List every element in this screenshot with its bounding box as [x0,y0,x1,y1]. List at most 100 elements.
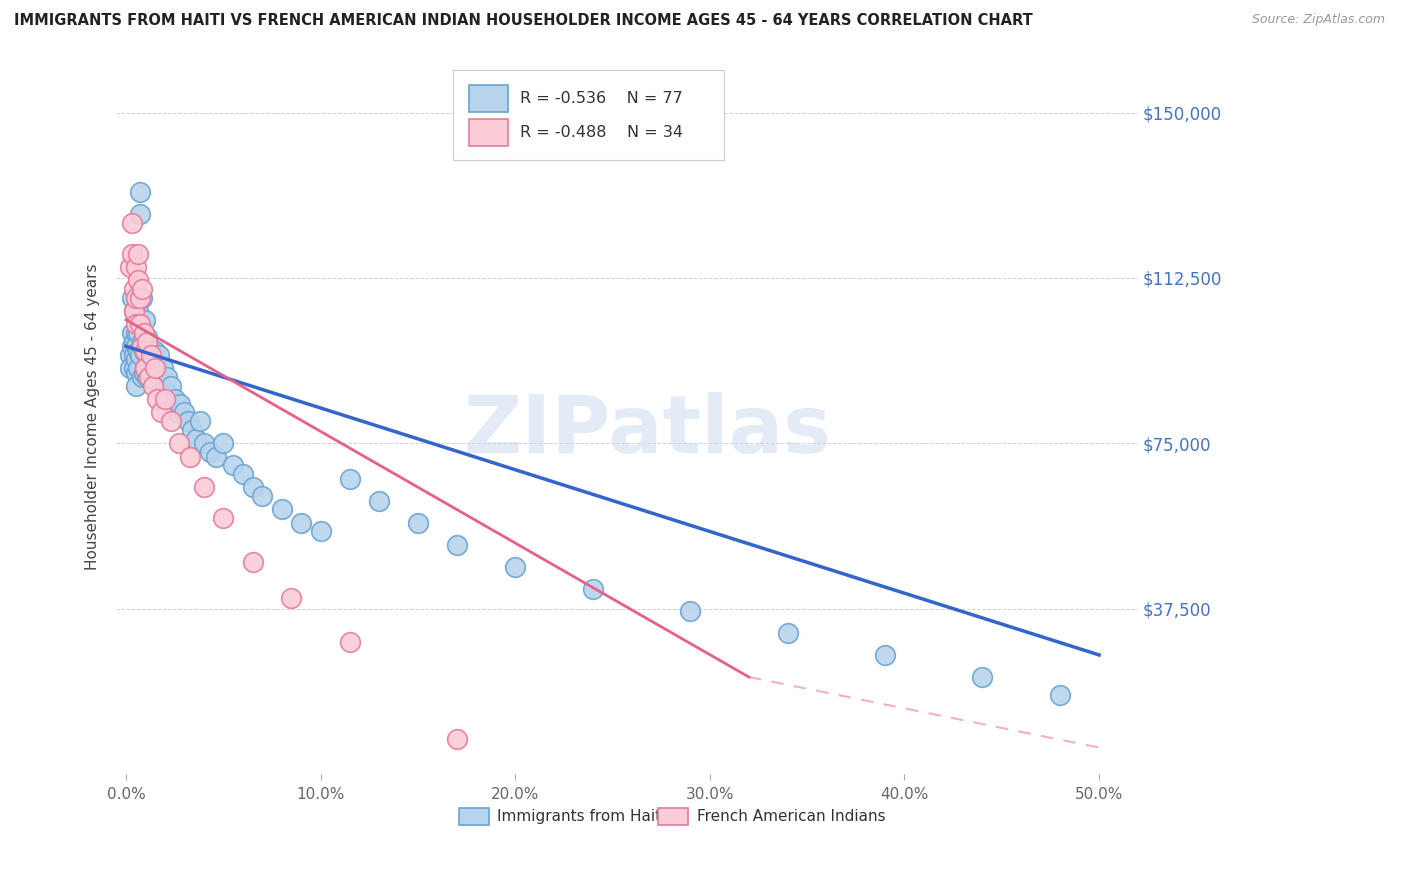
Point [125,260,148,274]
Point [150,379,173,393]
Point [122,282,145,296]
Point [127,273,149,287]
Point [138,357,160,371]
Point [122,334,145,349]
Point [142,357,165,371]
Point [148,348,170,362]
Point [212,436,235,450]
Text: Immigrants from Haiti: Immigrants from Haiti [498,809,666,823]
Point [121,246,143,260]
Point [127,304,149,318]
Point [125,366,148,380]
Point [122,304,145,318]
Point [146,392,169,407]
Point [280,591,302,605]
Point [143,343,166,358]
Point [503,559,526,574]
Point [118,348,141,362]
Point [153,384,176,398]
Point [150,405,173,419]
Point [167,436,190,450]
Point [339,634,361,648]
Point [132,343,155,358]
Point [125,339,148,353]
Point [122,348,145,362]
Point [127,343,149,358]
Point [242,555,264,569]
Point [118,361,141,376]
Point [141,348,163,362]
Point [193,436,215,450]
Point [131,339,153,353]
Point [121,326,143,340]
Point [143,361,166,376]
Point [232,467,254,482]
Point [143,375,166,389]
Point [132,366,155,380]
Point [159,414,181,428]
Point [198,445,221,459]
Point [156,370,179,384]
FancyBboxPatch shape [468,119,508,146]
Point [134,361,156,376]
Point [128,291,150,305]
Text: R = -0.488    N = 34: R = -0.488 N = 34 [520,125,683,140]
Point [128,348,150,362]
Point [446,538,468,552]
Text: IMMIGRANTS FROM HAITI VS FRENCH AMERICAN INDIAN HOUSEHOLDER INCOME AGES 45 - 64 : IMMIGRANTS FROM HAITI VS FRENCH AMERICAN… [14,13,1033,29]
Point [163,392,186,407]
Point [128,317,150,331]
Point [121,291,143,305]
Point [406,516,429,530]
FancyBboxPatch shape [458,807,489,825]
Point [290,516,312,530]
Text: Source: ZipAtlas.com: Source: ZipAtlas.com [1251,13,1385,27]
Point [188,414,211,428]
Point [339,471,361,485]
Point [121,339,143,353]
Point [138,370,160,384]
Y-axis label: Householder Income Ages 45 - 64 years: Householder Income Ages 45 - 64 years [86,263,100,570]
Point [125,326,148,340]
Point [309,524,332,539]
Point [127,361,149,376]
Point [146,361,169,376]
Point [679,604,702,618]
Point [127,326,149,340]
Point [252,489,274,503]
Text: French American Indians: French American Indians [696,809,886,823]
Point [142,379,165,393]
Point [152,361,174,376]
Point [212,511,235,525]
Point [141,348,163,362]
Point [159,379,181,393]
Point [134,339,156,353]
Point [136,348,159,362]
Point [118,260,141,274]
FancyBboxPatch shape [658,807,689,825]
Point [138,339,160,353]
Point [125,379,148,393]
Point [972,670,994,684]
Point [125,291,148,305]
FancyBboxPatch shape [454,70,724,160]
Point [134,343,156,358]
Point [131,282,153,296]
Point [177,414,200,428]
Point [131,370,153,384]
Point [125,317,148,331]
Point [184,432,207,446]
Point [128,207,150,221]
Text: ZIPatlas: ZIPatlas [464,392,832,470]
Point [179,450,201,464]
Point [131,334,153,349]
Point [1049,688,1071,702]
Point [181,423,204,437]
Text: R = -0.536    N = 77: R = -0.536 N = 77 [520,91,683,105]
Point [157,388,180,402]
Point [173,405,195,419]
Point [242,480,264,494]
Point [776,626,799,640]
Point [121,216,143,230]
Point [141,366,163,380]
